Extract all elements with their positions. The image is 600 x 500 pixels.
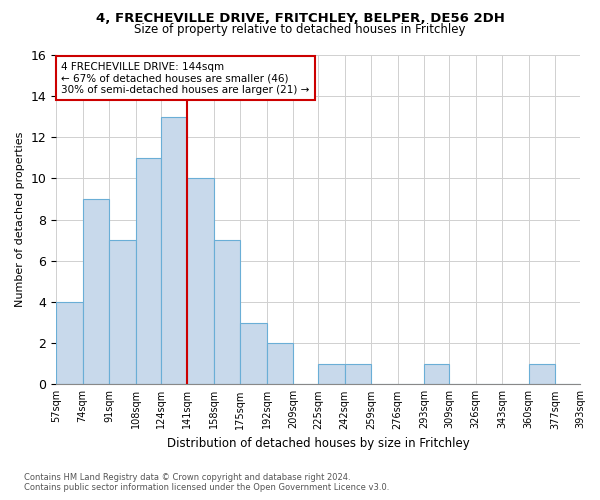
X-axis label: Distribution of detached houses by size in Fritchley: Distribution of detached houses by size …	[167, 437, 469, 450]
Bar	[161, 116, 187, 384]
Bar	[56, 302, 83, 384]
Bar	[529, 364, 555, 384]
Bar	[214, 240, 240, 384]
Bar	[318, 364, 344, 384]
Bar	[344, 364, 371, 384]
Bar	[266, 343, 293, 384]
Bar	[424, 364, 449, 384]
Bar	[109, 240, 136, 384]
Text: Contains HM Land Registry data © Crown copyright and database right 2024.
Contai: Contains HM Land Registry data © Crown c…	[24, 473, 389, 492]
Bar	[136, 158, 161, 384]
Bar	[187, 178, 214, 384]
Text: 4 FRECHEVILLE DRIVE: 144sqm
← 67% of detached houses are smaller (46)
30% of sem: 4 FRECHEVILLE DRIVE: 144sqm ← 67% of det…	[61, 62, 310, 95]
Y-axis label: Number of detached properties: Number of detached properties	[15, 132, 25, 308]
Bar	[83, 199, 109, 384]
Text: 4, FRECHEVILLE DRIVE, FRITCHLEY, BELPER, DE56 2DH: 4, FRECHEVILLE DRIVE, FRITCHLEY, BELPER,…	[95, 12, 505, 26]
Bar	[240, 322, 266, 384]
Text: Size of property relative to detached houses in Fritchley: Size of property relative to detached ho…	[134, 22, 466, 36]
